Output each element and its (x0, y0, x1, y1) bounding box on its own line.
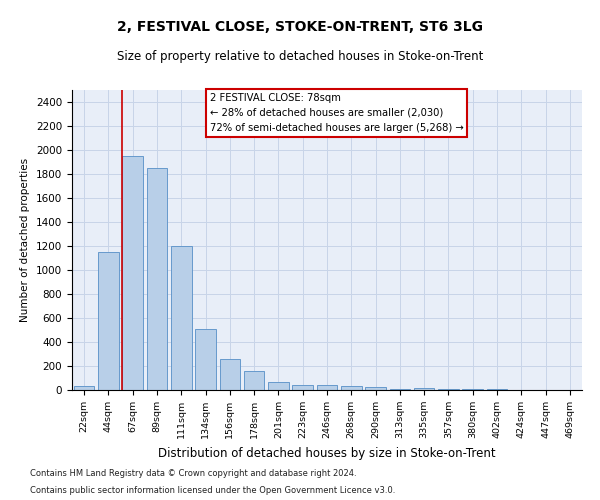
Bar (98, 252, 119, 390)
Bar (365, 387, 386, 390)
Text: 2, FESTIVAL CLOSE, STOKE-ON-TRENT, ST6 3LG: 2, FESTIVAL CLOSE, STOKE-ON-TRENT, ST6 3… (117, 20, 483, 34)
Y-axis label: Number of detached properties: Number of detached properties (20, 158, 31, 322)
Bar (171, 246, 191, 390)
Text: Contains HM Land Registry data © Crown copyright and database right 2024.: Contains HM Land Registry data © Crown c… (30, 468, 356, 477)
Bar (74, 386, 94, 390)
Bar (195, 329, 216, 390)
Text: Size of property relative to detached houses in Stoke-on-Trent: Size of property relative to detached ho… (117, 50, 483, 63)
Bar (122, 156, 143, 390)
Text: 2 FESTIVAL CLOSE: 78sqm
← 28% of detached houses are smaller (2,030)
72% of semi: 2 FESTIVAL CLOSE: 78sqm ← 28% of detache… (210, 93, 463, 132)
Text: Contains public sector information licensed under the Open Government Licence v3: Contains public sector information licen… (30, 486, 395, 495)
X-axis label: Distribution of detached houses by size in Stoke-on-Trent: Distribution of detached houses by size … (158, 446, 496, 460)
Bar (244, 372, 265, 390)
Bar (220, 359, 240, 390)
Bar (146, 168, 167, 390)
Bar (317, 385, 337, 390)
Bar (268, 382, 289, 390)
Bar (414, 388, 434, 390)
Bar (341, 386, 362, 390)
Bar (389, 389, 410, 390)
Bar (292, 385, 313, 390)
